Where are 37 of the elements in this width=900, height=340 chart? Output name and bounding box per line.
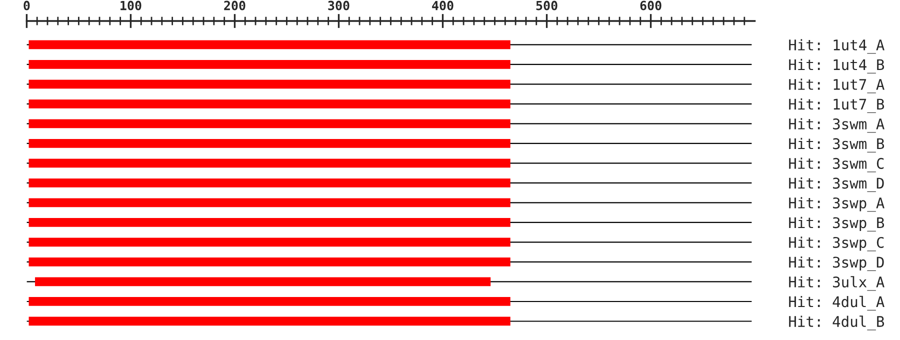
x-tick-label: 200 bbox=[224, 0, 246, 10]
y-tick-label: Hit: 3swm_D bbox=[789, 177, 884, 192]
bar bbox=[28, 158, 510, 168]
bar bbox=[28, 60, 510, 69]
y-tick-label: Hit: 3swm_C bbox=[789, 158, 884, 172]
y-tick-label: Hit: 4dul_B bbox=[789, 316, 884, 330]
x-tick-label: 600 bbox=[640, 0, 662, 10]
y-tick-label: Hit: 3ulx_A bbox=[789, 276, 884, 291]
bar bbox=[28, 238, 510, 247]
bar bbox=[28, 139, 510, 148]
y-tick-label: Hit: 1ut4_B bbox=[789, 58, 884, 74]
bar bbox=[28, 316, 510, 326]
bar bbox=[28, 119, 510, 128]
x-tick-label: 300 bbox=[328, 0, 350, 10]
y-tick-label: Hit: 3swp_A bbox=[789, 197, 884, 212]
y-tick-label: Hit: 4dul_A bbox=[789, 296, 884, 310]
y-tick-label: Hit: 1ut7_B bbox=[789, 98, 884, 113]
y-tick-label: Hit: 3swp_C bbox=[789, 236, 884, 252]
y-tick-label: Hit: 3swm_B bbox=[789, 138, 884, 152]
bar bbox=[28, 297, 510, 306]
y-tick-label: Hit: 3swp_D bbox=[789, 256, 884, 271]
y-tick-label: Hit: 1ut7_A bbox=[789, 78, 884, 94]
bar bbox=[28, 218, 510, 227]
x-tick-label: 400 bbox=[432, 0, 454, 10]
bar bbox=[35, 277, 491, 286]
bar bbox=[28, 178, 510, 188]
y-tick-label: Hit: 3swp_B bbox=[789, 216, 884, 232]
bar bbox=[28, 258, 510, 266]
bar bbox=[28, 100, 510, 108]
x-tick-label: 100 bbox=[120, 0, 142, 10]
bar bbox=[28, 40, 510, 50]
bar bbox=[28, 80, 510, 89]
y-tick-label: Hit: 3swm_A bbox=[789, 118, 884, 133]
bar bbox=[28, 198, 510, 208]
x-tick-label: 0 bbox=[24, 0, 30, 10]
x-tick-label: 500 bbox=[536, 0, 558, 10]
y-tick-label: Hit: 1ut4_A bbox=[789, 39, 884, 54]
